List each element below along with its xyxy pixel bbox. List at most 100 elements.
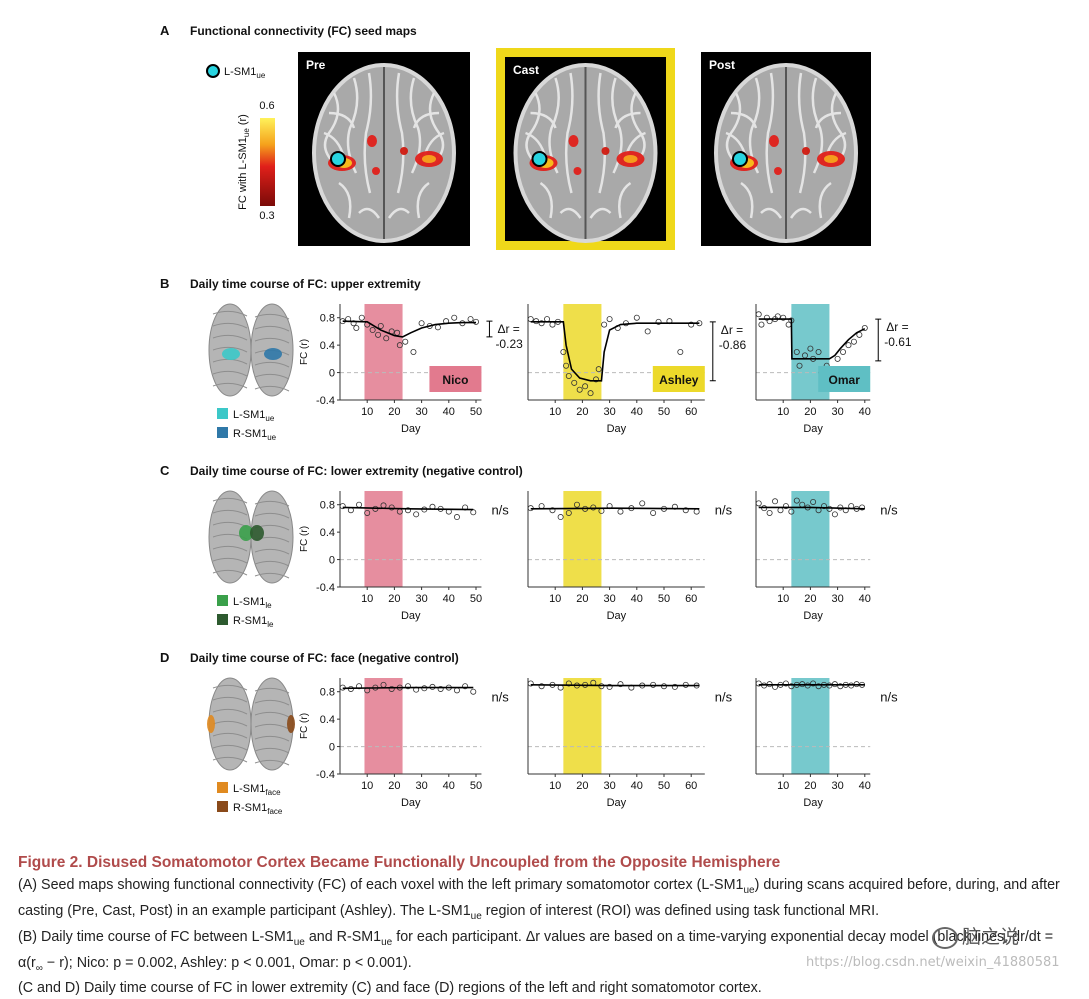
caption-text: for each participant. Δr values are base…: [18, 928, 1054, 971]
cast-period: [563, 491, 602, 587]
fc-cluster: [769, 135, 779, 147]
x-tick-label: 50: [470, 593, 482, 605]
label-subscript: ue: [265, 414, 274, 423]
caption-subscript: ue: [743, 884, 755, 896]
participant-name: Omar: [829, 373, 861, 387]
gyrus: [254, 325, 290, 332]
gyrus: [254, 548, 290, 555]
roi-legend: R-SM1ue: [233, 428, 277, 442]
seed-roi: [732, 151, 748, 167]
significance: n/s: [715, 690, 733, 705]
x-tick-label: 20: [804, 593, 816, 605]
y-tick-label: 0.8: [320, 313, 335, 325]
label-text: L-SM1: [233, 596, 265, 608]
data-point: [796, 362, 803, 369]
data-point: [821, 503, 828, 510]
data-point: [388, 504, 395, 511]
x-tick-label: 50: [658, 593, 670, 605]
data-point: [782, 503, 789, 510]
data-point: [350, 320, 357, 327]
gyrus: [254, 711, 290, 718]
x-tick-label: 30: [603, 406, 615, 418]
panel-title: Daily time course of FC: upper extremity: [190, 277, 421, 291]
roi-swatch: [217, 782, 228, 793]
caption-paragraph: (A) Seed maps showing functional connect…: [18, 875, 1080, 927]
caption-title: Figure 2. Disused Somatomotor Cortex Bec…: [18, 854, 781, 871]
data-point: [590, 504, 597, 511]
sulcus: [797, 72, 807, 194]
gyrus: [254, 313, 290, 320]
x-axis-label: Day: [803, 423, 823, 435]
roi-swatch: [217, 427, 228, 438]
label-subscript: ue: [242, 128, 251, 137]
data-point: [527, 316, 534, 323]
model-fit: [342, 320, 476, 338]
data-point: [453, 514, 460, 521]
data-point: [801, 352, 808, 359]
model-fit: [530, 507, 700, 510]
x-tick-label: 40: [859, 406, 871, 418]
delta-label: Δr =: [721, 323, 743, 337]
sulcus: [530, 111, 557, 129]
data-point: [810, 498, 817, 505]
data-point: [434, 324, 441, 331]
gyrus: [212, 569, 248, 576]
sulcus: [597, 72, 607, 194]
gyrus: [212, 310, 248, 317]
data-point: [650, 509, 657, 516]
gyrus: [254, 385, 290, 392]
data-point: [606, 683, 613, 690]
delta-label: Δr =: [886, 320, 908, 334]
x-axis-label: Day: [401, 610, 421, 622]
x-tick-label: 20: [576, 406, 588, 418]
x-tick-label: 40: [631, 780, 643, 792]
watermark-icon: [932, 926, 958, 949]
x-axis-label: Day: [803, 797, 823, 809]
data-point: [755, 680, 762, 687]
data-point: [549, 321, 556, 328]
x-tick-label: 50: [470, 780, 482, 792]
cast-period: [563, 678, 602, 774]
fc-cluster: [367, 135, 377, 147]
gyrus: [254, 699, 290, 706]
model-fit: [342, 686, 474, 690]
data-point: [595, 366, 602, 373]
sulcus: [338, 181, 352, 219]
sulcus: [358, 207, 381, 219]
gyrus: [254, 512, 290, 519]
x-axis-label: Day: [607, 423, 627, 435]
panel-title: Functional connectivity (FC) seed maps: [190, 24, 417, 38]
caption-text: region of interest (ROI) was defined usi…: [481, 902, 880, 919]
data-point: [557, 514, 564, 521]
x-tick-label: 40: [443, 593, 455, 605]
significance: n/s: [715, 503, 733, 518]
y-tick-label: 0: [329, 742, 335, 754]
cast-period: [364, 678, 403, 774]
data-point: [671, 683, 678, 690]
data-point: [837, 683, 844, 690]
x-tick-label: 40: [859, 593, 871, 605]
caption-text: − r); Nico: p = 0.002, Ashley: p < 0.001…: [42, 954, 412, 971]
roi-legend: L-SM1le: [233, 596, 272, 610]
fc-cluster: [422, 155, 436, 163]
data-point: [563, 362, 570, 369]
data-point: [356, 501, 363, 508]
x-axis-label: Day: [401, 797, 421, 809]
label-text: L-SM1: [233, 783, 265, 795]
gyrus: [254, 723, 290, 730]
label-subscript: face: [267, 807, 283, 816]
model-fit: [758, 506, 865, 510]
data-point: [410, 348, 417, 355]
significance: n/s: [491, 690, 509, 705]
fc-cluster: [372, 167, 380, 175]
fc-cluster: [573, 167, 582, 175]
gyrus: [212, 557, 248, 564]
y-tick-label: 0.4: [320, 527, 335, 539]
data-point: [639, 500, 646, 507]
x-tick-label: 40: [631, 593, 643, 605]
data-point: [633, 314, 640, 321]
panel-title: Daily time course of FC: face (negative …: [190, 651, 459, 665]
gyrus: [212, 744, 248, 751]
data-point: [782, 680, 789, 687]
data-point: [377, 322, 384, 329]
